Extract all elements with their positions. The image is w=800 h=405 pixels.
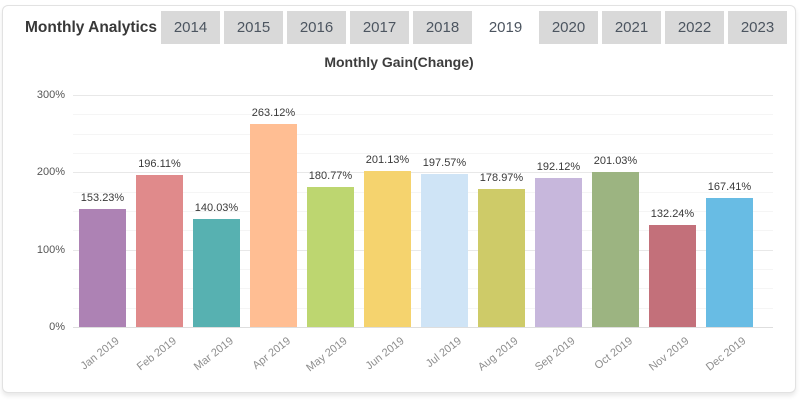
bar-value-label: 197.57%: [422, 157, 467, 170]
x-axis-label: Oct 2019: [592, 335, 635, 372]
bar-jun-2019[interactable]: [364, 171, 411, 327]
bar-oct-2019[interactable]: [592, 171, 639, 327]
bar-value-label: 132.24%: [650, 207, 695, 220]
year-tabs: 2014 2015 2016 2017 2018 2019 2020 2021 2022 2023: [161, 6, 791, 50]
bar-value-label: 201.13%: [365, 154, 410, 167]
bar-value-label: 167.41%: [707, 180, 752, 193]
gridline: [73, 114, 773, 116]
bar-value-label: 180.77%: [308, 170, 353, 183]
x-axis-label: Mar 2019: [191, 335, 236, 374]
bar-value-label: 153.23%: [80, 191, 125, 204]
y-axis-label: 0%: [49, 321, 65, 333]
bar-mar-2019[interactable]: [193, 218, 240, 327]
plot-area: 0% 100% 200% 300% 153.23% Jan 2019 196.11% Feb …: [3, 6, 795, 392]
x-axis-label: May 2019: [304, 335, 350, 375]
x-axis-label: Jun 2019: [363, 335, 407, 373]
chart-title: Monthly Gain(Change): [324, 54, 474, 70]
x-axis-label: Sep 2019: [533, 335, 578, 374]
tab-2022[interactable]: 2022: [665, 11, 724, 44]
tab-2020[interactable]: 2020: [539, 11, 598, 44]
bar-feb-2019[interactable]: [136, 175, 183, 327]
y-axis-label: 100%: [36, 243, 65, 256]
bar-value-label: 140.03%: [194, 201, 239, 214]
x-axis-label: Feb 2019: [134, 335, 179, 374]
gridline: [73, 95, 773, 96]
analytics-card: Monthly Analytics 2014 2015 2016 2017 2018 20…: [2, 5, 796, 393]
x-axis-label: Dec 2019: [704, 335, 749, 374]
gridline: [73, 172, 773, 174]
bar-jan-2019[interactable]: [79, 208, 126, 327]
x-axis-label: Jan 2019: [78, 335, 122, 373]
tab-2018[interactable]: 2018: [413, 11, 472, 44]
tab-2017[interactable]: 2017: [350, 11, 409, 44]
bar-aug-2019[interactable]: [478, 188, 525, 327]
tab-2021[interactable]: 2021: [602, 11, 661, 44]
x-axis-label: Apr 2019: [250, 335, 293, 372]
panel-title: Monthly Analytics: [25, 19, 158, 36]
bar-value-label: 192.12%: [536, 161, 581, 174]
bar-jul-2019[interactable]: [421, 174, 468, 327]
x-axis-label: Aug 2019: [476, 335, 521, 374]
bar-apr-2019[interactable]: [250, 123, 297, 327]
bar-value-label: 178.97%: [479, 171, 524, 184]
x-axis-label: Jul 2019: [423, 335, 464, 371]
bar-value-label: 196.11%: [138, 158, 181, 171]
bar-dec-2019[interactable]: [706, 197, 753, 327]
tab-2019[interactable]: 2019: [476, 9, 535, 50]
bar-value-label: 201.03%: [593, 154, 638, 167]
tab-2015[interactable]: 2015: [224, 11, 283, 44]
tab-bar: Monthly Analytics 2014 2015 2016 2017 2018 20…: [3, 6, 795, 50]
gridline: [73, 133, 773, 135]
x-axis-label: Nov 2019: [647, 335, 692, 374]
y-axis-label: 200%: [36, 166, 65, 179]
gridline: [73, 327, 773, 328]
tab-2014[interactable]: 2014: [161, 11, 220, 44]
bar-value-label: 263.12%: [251, 106, 296, 119]
tab-2023[interactable]: 2023: [728, 11, 787, 44]
bar-may-2019[interactable]: [307, 187, 354, 327]
gridline: [73, 153, 773, 154]
tab-2016[interactable]: 2016: [287, 11, 346, 44]
bar-sep-2019[interactable]: [535, 178, 582, 327]
y-axis-label: 300%: [36, 89, 65, 101]
bar-nov-2019[interactable]: [649, 224, 696, 327]
